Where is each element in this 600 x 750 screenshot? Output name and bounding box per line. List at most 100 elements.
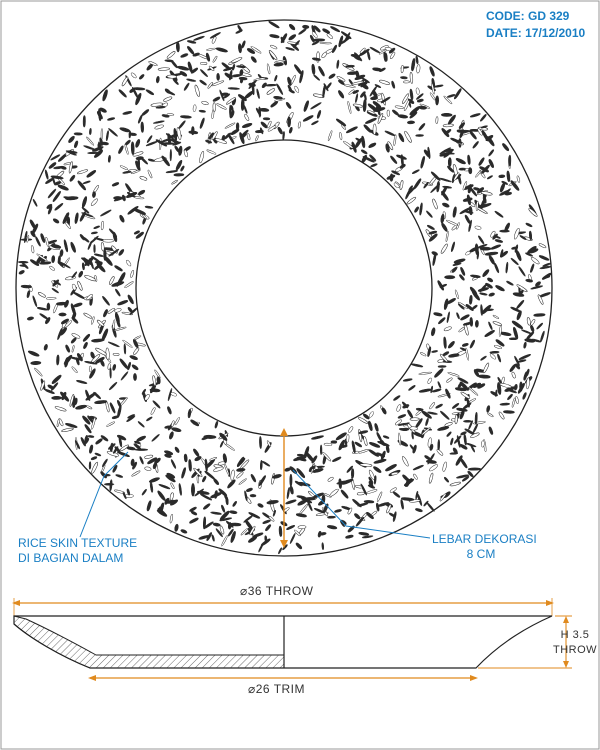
- rice-grain: [462, 402, 472, 410]
- rice-grain: [260, 538, 271, 547]
- rice-grain: [219, 517, 233, 522]
- rice-grain: [246, 48, 256, 54]
- rice-grain: [499, 402, 510, 406]
- rice-grain: [154, 124, 164, 130]
- rice-grain: [34, 367, 43, 377]
- rice-grain: [148, 477, 160, 483]
- rice-grain: [216, 73, 220, 81]
- rice-grain: [88, 461, 92, 470]
- rice-grain: [460, 314, 470, 321]
- rice-grain: [541, 272, 552, 280]
- rice-grain: [455, 455, 463, 466]
- rice-grain: [108, 228, 118, 238]
- rice-grain: [211, 80, 225, 87]
- rice-grain: [295, 513, 307, 518]
- rice-grain: [273, 96, 283, 100]
- rice-grain: [102, 458, 108, 468]
- rice-grain: [450, 437, 454, 446]
- rice-grain: [348, 426, 354, 433]
- rice-grain: [192, 104, 197, 112]
- rice-grain: [393, 395, 401, 401]
- rice-grain: [252, 532, 264, 538]
- rice-grain: [32, 295, 38, 307]
- rice-grain: [93, 253, 104, 257]
- rice-grain: [368, 420, 373, 431]
- rice-grain: [50, 382, 59, 391]
- rice-grain: [322, 451, 332, 462]
- rice-grain: [457, 301, 469, 309]
- rice-grain: [133, 230, 140, 235]
- rice-grain: [112, 464, 118, 473]
- rice-grain: [539, 265, 552, 270]
- rice-grain: [122, 339, 133, 348]
- rice-grain: [70, 241, 76, 253]
- rice-grain: [468, 219, 472, 233]
- rice-grain: [107, 308, 115, 314]
- rice-grain: [268, 20, 280, 29]
- rice-grain: [324, 493, 332, 498]
- rice-grain: [126, 488, 131, 496]
- rice-grain: [416, 93, 424, 100]
- rice-grain: [382, 435, 390, 439]
- rice-grain: [71, 271, 78, 279]
- rice-grain: [285, 499, 297, 505]
- rice-grain: [22, 262, 29, 269]
- rice-grain: [53, 166, 65, 170]
- rice-grain: [489, 353, 496, 360]
- rice-grain: [85, 389, 91, 401]
- rice-grain: [456, 474, 470, 479]
- rice-grain: [199, 117, 205, 129]
- rice-grain: [262, 461, 271, 467]
- rice-grain: [270, 101, 278, 108]
- rice-grain: [467, 470, 474, 478]
- rice-grain: [77, 169, 88, 175]
- rice-grain: [167, 406, 172, 415]
- rice-grain: [111, 281, 125, 287]
- rice-grain: [226, 97, 236, 105]
- rice-grain: [327, 515, 336, 519]
- rice-grain: [362, 156, 375, 163]
- rice-grain: [389, 487, 397, 493]
- rice-grain: [481, 440, 485, 448]
- rice-grain: [351, 81, 364, 85]
- rice-grain: [368, 480, 374, 488]
- rice-grain: [160, 142, 175, 145]
- rice-grain: [427, 346, 432, 357]
- rice-grain: [440, 410, 450, 420]
- decoration-width-label-line1: LEBAR DEKORASI: [432, 532, 537, 546]
- rice-grain: [460, 267, 466, 276]
- rice-grain: [209, 457, 218, 461]
- rice-grain: [375, 104, 380, 112]
- rice-grain: [493, 345, 502, 349]
- rice-grain: [380, 450, 386, 460]
- rice-grain: [323, 442, 333, 446]
- rice-grain: [492, 314, 500, 319]
- rice-grain: [351, 440, 356, 454]
- rice-grain: [474, 411, 478, 425]
- rice-grain: [490, 230, 496, 238]
- rice-grain: [330, 440, 338, 444]
- rice-grain: [239, 69, 244, 76]
- rice-grain: [326, 33, 333, 39]
- rice-grain: [477, 374, 491, 379]
- rice-grain: [208, 132, 214, 140]
- rice-grain: [488, 321, 493, 330]
- rice-grain: [180, 53, 189, 58]
- rice-grain: [79, 211, 86, 222]
- rice-grain: [479, 292, 488, 296]
- rice-grain: [170, 392, 177, 397]
- rice-grain: [108, 248, 120, 257]
- rice-grain: [390, 51, 396, 59]
- rice-grain: [52, 191, 61, 202]
- rice-grain: [330, 26, 341, 33]
- rice-grain: [415, 87, 420, 95]
- rice-grain: [107, 117, 116, 121]
- rice-grain: [193, 467, 203, 477]
- rice-grain: [205, 139, 212, 144]
- rice-grain: [152, 375, 157, 387]
- rice-grain: [418, 371, 432, 375]
- rice-grain: [132, 151, 144, 157]
- rice-grain: [468, 167, 473, 175]
